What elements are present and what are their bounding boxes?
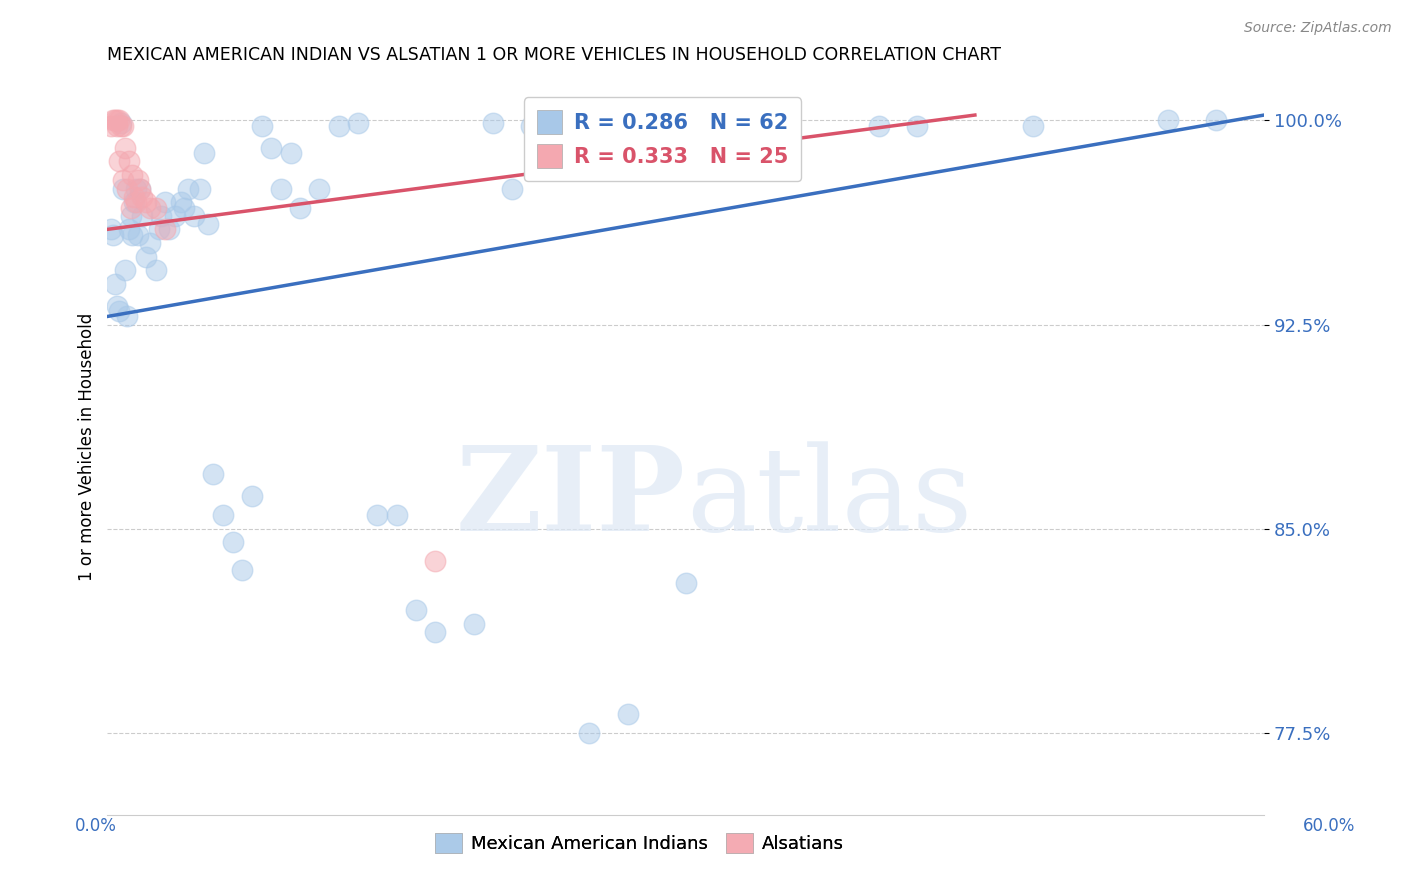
Point [173,201,195,215]
Point [1022,119,1045,133]
Point [328,119,350,133]
Point [129,181,152,195]
Point [197,217,219,231]
Point [110,116,132,130]
Point [905,119,928,133]
Point [114,141,136,155]
Text: 60.0%: 60.0% [1302,817,1355,835]
Point [157,222,180,236]
Point [108,113,131,128]
Point [675,576,697,591]
Point [482,116,505,130]
Point [129,181,152,195]
Point [145,263,167,277]
Point [463,617,485,632]
Point [231,563,253,577]
Point [139,201,162,215]
Point [150,209,173,223]
Y-axis label: 1 or more Vehicles in Household: 1 or more Vehicles in Household [79,313,96,582]
Point [578,726,600,740]
Point [260,141,283,155]
Point [280,146,302,161]
Point [177,181,200,195]
Point [121,227,143,242]
Point [347,116,370,130]
Point [617,706,640,721]
Point [124,190,146,204]
Point [125,195,148,210]
Point [101,113,124,128]
Point [105,299,128,313]
Point [100,222,122,236]
Point [114,263,136,277]
Point [501,181,523,195]
Point [385,508,408,523]
Point [135,250,157,264]
Point [105,119,128,133]
Point [240,489,263,503]
Point [770,119,793,133]
Point [1205,113,1227,128]
Text: Source: ZipAtlas.com: Source: ZipAtlas.com [1244,21,1392,35]
Point [868,119,890,133]
Point [250,119,273,133]
Point [423,625,446,640]
Point [121,168,143,182]
Point [423,554,446,568]
Point [101,227,124,242]
Point [366,508,388,523]
Point [202,467,225,482]
Point [127,173,149,187]
Point [139,235,162,250]
Point [155,195,177,210]
Point [127,227,149,242]
Point [108,304,131,318]
Point [108,154,131,169]
Point [110,119,132,133]
Point [115,310,138,324]
Point [212,508,235,523]
Point [111,181,134,195]
Point [155,222,177,236]
Point [188,181,211,195]
Point [183,209,205,223]
Point [120,209,142,223]
Point [105,113,128,128]
Text: ZIP: ZIP [456,441,686,556]
Point [135,195,157,210]
Text: MEXICAN AMERICAN INDIAN VS ALSATIAN 1 OR MORE VEHICLES IN HOUSEHOLD CORRELATION : MEXICAN AMERICAN INDIAN VS ALSATIAN 1 OR… [107,46,1001,64]
Point [124,195,146,210]
Point [104,277,127,291]
Point [111,119,134,133]
Point [169,195,191,210]
Point [145,201,167,215]
Point [125,181,148,195]
Point [120,201,142,215]
Point [270,181,292,195]
Legend: Mexican American Indians, Alsatians: Mexican American Indians, Alsatians [427,825,851,861]
Point [221,535,243,549]
Point [115,181,138,195]
Point [1156,113,1178,128]
Text: atlas: atlas [686,442,972,556]
Point [308,181,330,195]
Point [520,119,543,133]
Point [405,603,427,617]
Point [117,222,139,236]
Text: 0.0%: 0.0% [75,817,117,835]
Point [100,119,122,133]
Point [104,113,127,128]
Point [111,173,134,187]
Point [193,146,215,161]
Point [131,190,153,204]
Point [131,209,153,223]
Point [163,209,186,223]
Point [117,154,139,169]
Point [148,222,170,236]
Point [288,201,311,215]
